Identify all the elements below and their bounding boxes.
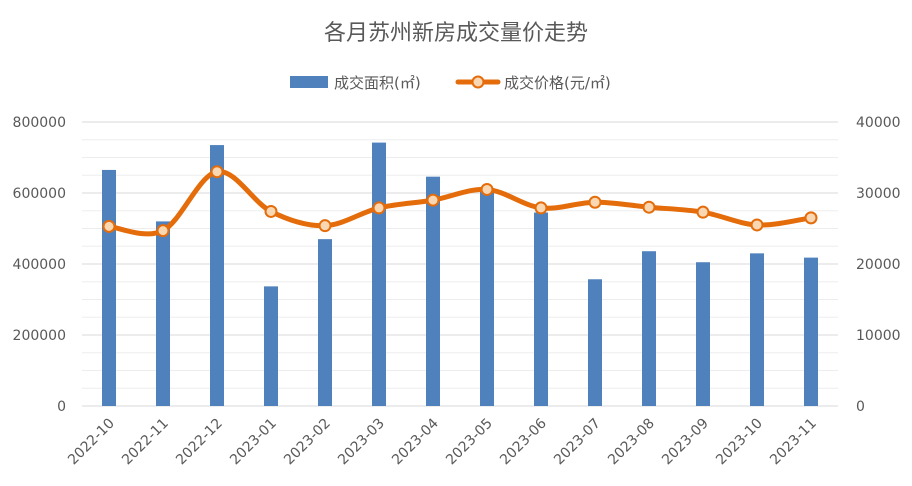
x-tick-label: 2023-01 — [227, 416, 280, 469]
x-tick-label: 2022-12 — [173, 416, 226, 469]
legend-swatch-bar — [290, 76, 328, 88]
line-point — [318, 219, 332, 233]
left-tick-label: 200000 — [13, 328, 66, 344]
line-point — [696, 205, 710, 219]
line-point — [642, 200, 656, 214]
bar — [318, 239, 332, 406]
bar — [696, 262, 710, 406]
left-tick-label: 400000 — [13, 257, 66, 273]
x-tick-label: 2023-04 — [389, 415, 442, 468]
x-tick-label: 2023-10 — [713, 416, 766, 469]
left-tick-label: 800000 — [13, 115, 66, 131]
bar — [750, 253, 764, 406]
line-point — [156, 224, 170, 238]
x-tick-label: 2023-11 — [767, 416, 820, 469]
line-point — [750, 218, 764, 232]
left-axis: 0 200000 400000 600000 800000 — [13, 115, 66, 415]
bar — [210, 145, 224, 406]
x-tick-label: 2023-02 — [281, 416, 334, 469]
bar — [372, 142, 386, 406]
right-tick-label: 0 — [856, 399, 865, 415]
gridlines — [82, 121, 838, 407]
x-tick-label: 2023-06 — [497, 415, 550, 468]
x-tick-label: 2023-09 — [659, 416, 712, 469]
chart-title: 各月苏州新房成交量价走势 — [324, 21, 588, 46]
line-point — [588, 195, 602, 209]
line-point — [480, 182, 494, 196]
legend-label-bar: 成交面积(㎡) — [334, 74, 421, 92]
x-tick-label: 2023-05 — [443, 416, 496, 469]
x-tick-label: 2023-08 — [605, 416, 658, 469]
line-point — [102, 219, 116, 233]
bar — [426, 176, 440, 406]
right-tick-label: 30000 — [856, 186, 901, 202]
bar — [156, 221, 170, 406]
bar — [534, 212, 548, 406]
line-point — [426, 193, 440, 207]
bar — [588, 279, 602, 406]
bar — [264, 286, 278, 406]
x-tick-label: 2023-07 — [551, 416, 604, 469]
bar — [642, 251, 656, 406]
x-axis: 2022-10 2022-11 2022-12 2023-01 2023-02 2023-… — [65, 415, 820, 468]
x-tick-label: 2023-03 — [335, 416, 388, 469]
line-point — [210, 165, 224, 179]
bar — [102, 169, 116, 406]
line-point — [534, 201, 548, 215]
legend: 成交面积(㎡) 成交价格(元/㎡) — [290, 74, 611, 92]
x-tick-label: 2022-10 — [65, 416, 118, 469]
right-tick-label: 10000 — [856, 328, 901, 344]
bar-series — [102, 142, 818, 406]
legend-label-line: 成交价格(元/㎡) — [504, 74, 611, 92]
left-tick-label: 0 — [57, 399, 66, 415]
right-axis: 0 10000 20000 30000 40000 — [856, 115, 901, 415]
left-tick-label: 600000 — [13, 186, 66, 202]
right-tick-label: 40000 — [856, 115, 901, 131]
line-point — [264, 204, 278, 218]
legend-swatch-marker — [471, 75, 485, 89]
line-point — [372, 201, 386, 215]
x-tick-label: 2022-11 — [119, 416, 172, 469]
bar — [480, 189, 494, 406]
line-series — [102, 165, 818, 238]
line-point — [804, 211, 818, 225]
right-tick-label: 20000 — [856, 257, 901, 273]
bar — [804, 257, 818, 406]
